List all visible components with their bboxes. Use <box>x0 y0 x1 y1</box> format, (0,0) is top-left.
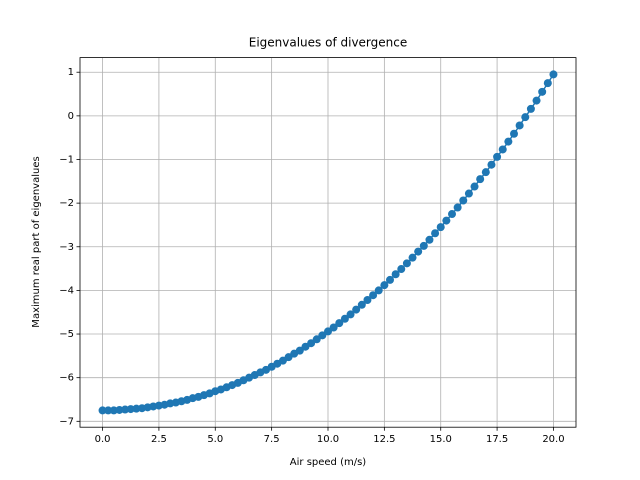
y-tick-label: −1 <box>59 154 74 165</box>
point <box>408 253 417 262</box>
point <box>307 339 316 348</box>
point <box>459 196 468 205</box>
point <box>549 70 558 79</box>
point <box>402 259 411 268</box>
y-tick-label: −4 <box>59 285 74 296</box>
point <box>425 235 434 244</box>
plot <box>98 70 558 415</box>
y-tick-label: −3 <box>59 242 74 253</box>
y-tick-label: −7 <box>59 416 74 427</box>
point <box>295 346 304 355</box>
y-tick-label: −5 <box>59 329 74 340</box>
y-tick-label: −2 <box>59 198 74 209</box>
point <box>464 189 473 198</box>
x-tick-label: 7.5 <box>264 434 280 445</box>
point <box>369 291 378 300</box>
point <box>391 270 400 279</box>
point <box>312 335 321 344</box>
point <box>419 241 428 250</box>
point <box>442 216 451 225</box>
point <box>493 152 502 161</box>
point <box>515 121 524 130</box>
point <box>504 137 513 146</box>
point <box>386 275 394 284</box>
x-tick-label: 17.5 <box>486 434 508 445</box>
point <box>352 305 361 314</box>
point <box>414 247 423 256</box>
point <box>476 175 485 184</box>
point <box>481 168 490 177</box>
point <box>324 327 332 336</box>
x-tick-label: 5.0 <box>207 434 223 445</box>
point <box>431 229 440 238</box>
point <box>357 300 366 309</box>
x-tick-label: 2.5 <box>151 434 167 445</box>
point <box>98 406 107 415</box>
point <box>318 331 327 340</box>
point <box>498 145 507 154</box>
point <box>510 129 518 138</box>
x-tick-label: 10.0 <box>317 434 339 445</box>
grid <box>80 57 576 428</box>
point <box>335 319 344 328</box>
y-tick-label: −6 <box>59 373 74 384</box>
point <box>532 96 541 105</box>
y-axis-label: Maximum real part of eigenvalues <box>31 156 42 327</box>
x-tick-label: 0.0 <box>95 434 111 445</box>
point <box>329 323 338 332</box>
x-axis-label: Air speed (m/s) <box>290 457 367 468</box>
chart-title: Eigenvalues of divergence <box>249 36 408 50</box>
point <box>380 281 389 290</box>
point <box>448 210 456 219</box>
point <box>374 286 383 295</box>
point <box>363 296 372 304</box>
point <box>526 104 535 113</box>
y-tick-label: 0 <box>68 111 74 122</box>
x-tick-label: 15.0 <box>430 434 452 445</box>
y-tick-label: 1 <box>68 67 74 78</box>
x-tick-label: 12.5 <box>373 434 395 445</box>
point <box>397 265 406 274</box>
point <box>521 113 530 122</box>
point <box>543 79 552 88</box>
ticks: 0.0 2.5 5.0 7.5 10.0 12.5 15.0 17.5 20.0 −7 −6 −5 −4… <box>59 67 564 445</box>
point <box>340 314 349 323</box>
point <box>538 87 547 96</box>
point <box>346 310 355 319</box>
point <box>487 160 496 169</box>
point <box>470 182 479 191</box>
point <box>453 203 462 212</box>
point <box>436 223 445 232</box>
point <box>104 406 113 415</box>
x-tick-label: 20.0 <box>542 434 564 445</box>
